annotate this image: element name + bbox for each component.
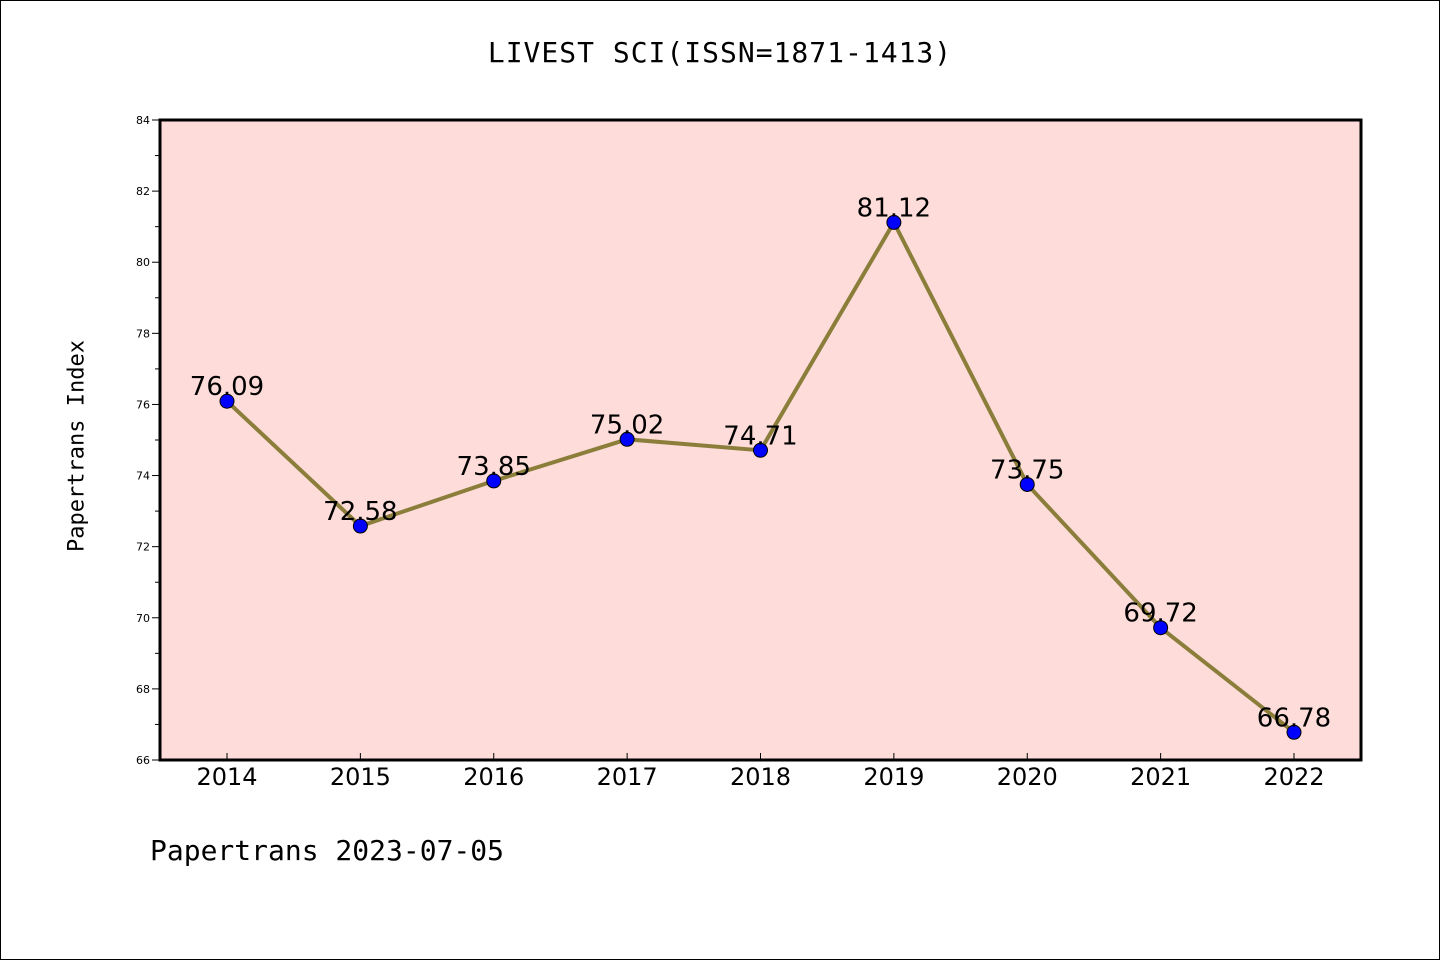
y-tick-label: 66 [136,754,150,767]
data-point [753,442,768,458]
data-point [219,393,235,409]
data-point [619,431,635,447]
y-tick-label: 80 [136,256,150,269]
y-tick-label: 84 [136,114,150,127]
data-labels: 76.09 72.58 73.85 75.02 74.71 81.12 73.75 69.72… [190,193,1331,733]
x-tick-label: 2016 [463,763,524,791]
data-label: 76.09 [190,372,264,402]
data-label: 73.75 [990,455,1064,485]
x-tick-label: 2019 [863,763,924,791]
y-tick-label: 72 [136,541,150,554]
plot-area [160,120,1361,760]
y-tick-label: 68 [136,683,150,696]
data-label: 69.72 [1123,599,1197,629]
data-markers [219,214,1302,740]
y-tick-label: 78 [136,327,150,340]
x-tick-label: 2020 [997,763,1058,791]
x-tick-label: 2017 [597,763,658,791]
data-label: 74.71 [723,421,797,451]
data-point [486,473,502,489]
data-point [1019,476,1035,492]
x-tick-label: 2018 [730,763,791,791]
data-label: 72.58 [323,497,397,527]
x-tick-label: 2015 [330,763,391,791]
footer-note: Papertrans 2023-07-05 [150,834,505,867]
data-point [886,214,902,230]
plot-border [158,118,1363,762]
x-axis: 2014 2015 2016 2017 2018 2019 2020 2021 2022 [196,753,1325,791]
y-axis: 66 68 70 72 74 76 78 80 82 84 [136,114,160,767]
x-tick-label: 2021 [1130,763,1191,791]
data-point [1286,724,1302,740]
y-tick-label: 70 [136,612,150,625]
data-point [1153,620,1169,636]
chart-title: LIVEST SCI(ISSN=1871-1413) [487,36,953,69]
data-point [352,518,368,534]
data-label: 66.78 [1257,703,1331,733]
y-tick-label: 76 [136,398,150,411]
data-label: 73.85 [457,452,531,482]
x-tick-label: 2014 [196,763,257,791]
y-tick-label: 74 [136,470,150,483]
x-tick-label: 2022 [1263,763,1324,791]
y-tick-label: 82 [136,185,150,198]
data-label: 75.02 [590,410,664,440]
data-label: 81.12 [857,193,931,223]
